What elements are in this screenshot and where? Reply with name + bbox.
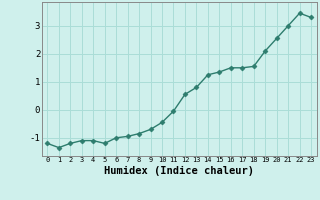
X-axis label: Humidex (Indice chaleur): Humidex (Indice chaleur) — [104, 166, 254, 176]
